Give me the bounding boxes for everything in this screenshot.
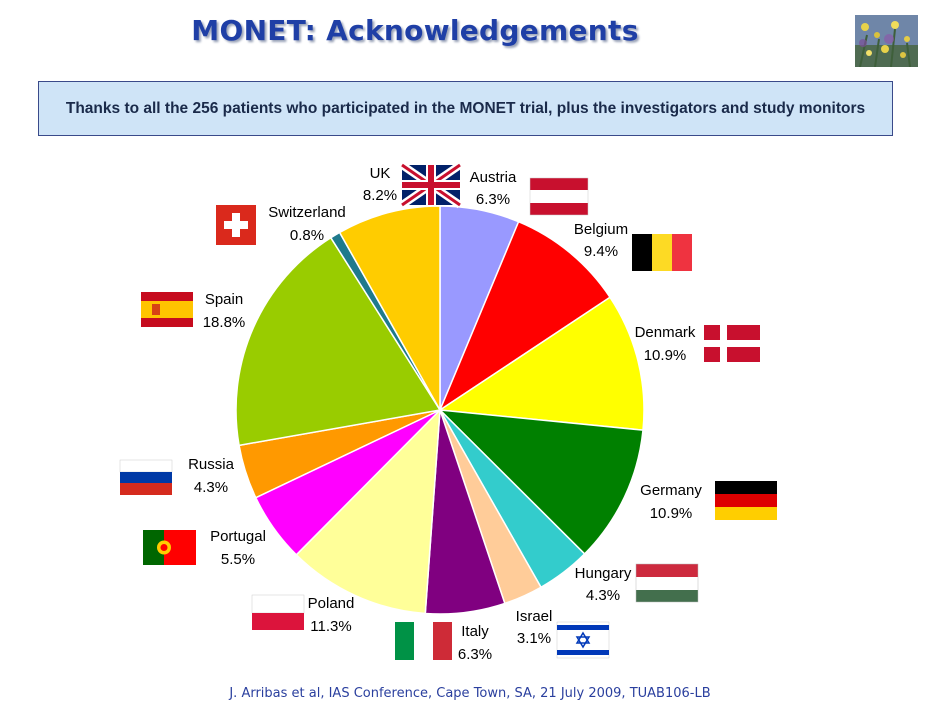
portugal-flag-icon bbox=[143, 530, 196, 565]
pie-slice-germany bbox=[437, 409, 644, 555]
pct-switzerland: 0.8% bbox=[290, 227, 324, 244]
label-spain: Spain bbox=[205, 291, 243, 308]
uk-flag-icon bbox=[399, 161, 463, 209]
belgium-flag-icon bbox=[632, 234, 692, 271]
page-title: MONET: Acknowledgements bbox=[191, 14, 639, 47]
pct-portugal: 5.5% bbox=[221, 551, 255, 568]
pct-austria: 6.3% bbox=[476, 191, 510, 208]
label-belgium: Belgium bbox=[574, 221, 628, 238]
germany-flag-icon bbox=[715, 481, 777, 520]
pct-hungary: 4.3% bbox=[586, 587, 620, 604]
pie-slice-belgium bbox=[438, 220, 612, 412]
pie-slice-uk bbox=[338, 205, 441, 413]
pct-italy: 6.3% bbox=[458, 646, 492, 663]
label-hungary: Hungary bbox=[575, 565, 632, 582]
label-switzerland: Switzerland bbox=[268, 204, 346, 221]
pct-belgium: 9.4% bbox=[584, 243, 618, 260]
acknowledgement-banner: Thanks to all the 256 patients who parti… bbox=[38, 81, 893, 136]
label-israel: Israel bbox=[516, 608, 553, 625]
label-germany: Germany bbox=[640, 482, 702, 499]
denmark-flag-icon bbox=[704, 325, 760, 362]
russia-flag-icon bbox=[119, 459, 173, 495]
austria-flag-icon bbox=[529, 177, 589, 216]
pct-israel: 3.1% bbox=[517, 630, 551, 647]
pct-russia: 4.3% bbox=[194, 479, 228, 496]
citation-footer: J. Arribas et al, IAS Conference, Cape T… bbox=[229, 686, 711, 701]
pct-uk: 8.2% bbox=[363, 187, 397, 204]
israel-flag-icon bbox=[556, 621, 610, 659]
label-denmark: Denmark bbox=[635, 324, 696, 341]
label-portugal: Portugal bbox=[210, 528, 266, 545]
label-uk: UK bbox=[370, 165, 391, 182]
pct-spain: 18.8% bbox=[203, 314, 246, 331]
pct-denmark: 10.9% bbox=[644, 347, 687, 364]
monet-painting-thumbnail-icon bbox=[855, 15, 918, 67]
italy-flag-icon bbox=[395, 622, 452, 660]
switzerland-flag-icon bbox=[216, 205, 256, 245]
hungary-flag-icon bbox=[635, 563, 699, 603]
poland-flag-icon bbox=[251, 594, 305, 630]
pie-slice-spain bbox=[235, 236, 442, 447]
spain-flag-icon bbox=[141, 292, 193, 327]
label-poland: Poland bbox=[308, 595, 355, 612]
label-austria: Austria bbox=[470, 169, 517, 186]
pie-slices bbox=[235, 205, 645, 615]
pct-germany: 10.9% bbox=[650, 505, 693, 522]
pie-slice-denmark bbox=[437, 296, 645, 431]
label-italy: Italy bbox=[461, 623, 489, 640]
pie-slice-poland bbox=[295, 408, 441, 615]
pct-poland: 11.3% bbox=[310, 618, 351, 635]
label-russia: Russia bbox=[188, 456, 235, 473]
